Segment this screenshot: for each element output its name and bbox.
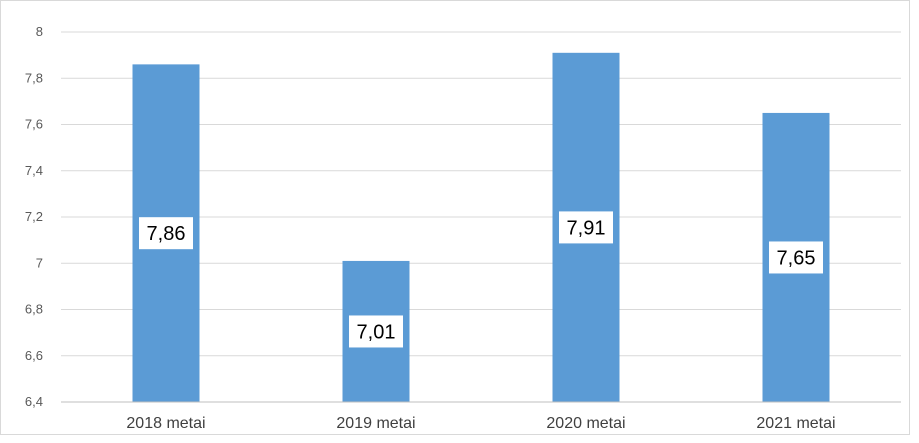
y-tick-label: 7,4 [25,163,43,178]
y-tick-label: 7,2 [25,209,43,224]
chart-frame: 6,4 6,6 6,8 7 7,2 7,4 7,6 7,8 8 2018 metai 2019 m… [0,0,910,435]
x-tick-label: 2021 metai [756,415,835,432]
y-tick-label: 7,8 [25,70,43,85]
data-label: 7,01 [349,315,403,348]
data-label-box [349,315,403,348]
data-label-text: 7,91 [567,217,606,239]
y-tick-label: 6,4 [25,394,43,409]
data-label-box [769,241,823,274]
y-tick-label: 6,8 [25,302,43,317]
data-label-text: 7,86 [147,223,186,245]
data-labels: 7,86 7,01 7,91 7,65 [139,211,823,348]
gridlines [61,31,901,357]
x-tick-label: 2018 metai [126,415,205,432]
data-label-text: 7,65 [777,247,816,269]
x-axis-tick-labels: 2018 metai 2019 metai 2020 metai 2021 metai [126,415,835,432]
data-label-box [559,211,613,244]
x-tick-label: 2019 metai [336,415,415,432]
y-tick-label: 7,6 [25,117,43,132]
y-tick-label: 7 [36,255,43,270]
x-tick-label: 2020 metai [546,415,625,432]
bar-chart: 6,4 6,6 6,8 7 7,2 7,4 7,6 7,8 8 2018 metai 2019 m… [25,24,901,432]
data-label-text: 7,01 [357,321,396,343]
bars [132,52,830,402]
data-label: 7,86 [139,217,193,250]
data-label: 7,91 [559,211,613,244]
data-label: 7,65 [769,241,823,274]
data-label-box [139,217,193,250]
y-tick-label: 8 [36,24,43,39]
y-tick-label: 6,6 [25,348,43,363]
y-axis-tick-labels: 6,4 6,6 6,8 7 7,2 7,4 7,6 7,8 8 [25,24,43,409]
